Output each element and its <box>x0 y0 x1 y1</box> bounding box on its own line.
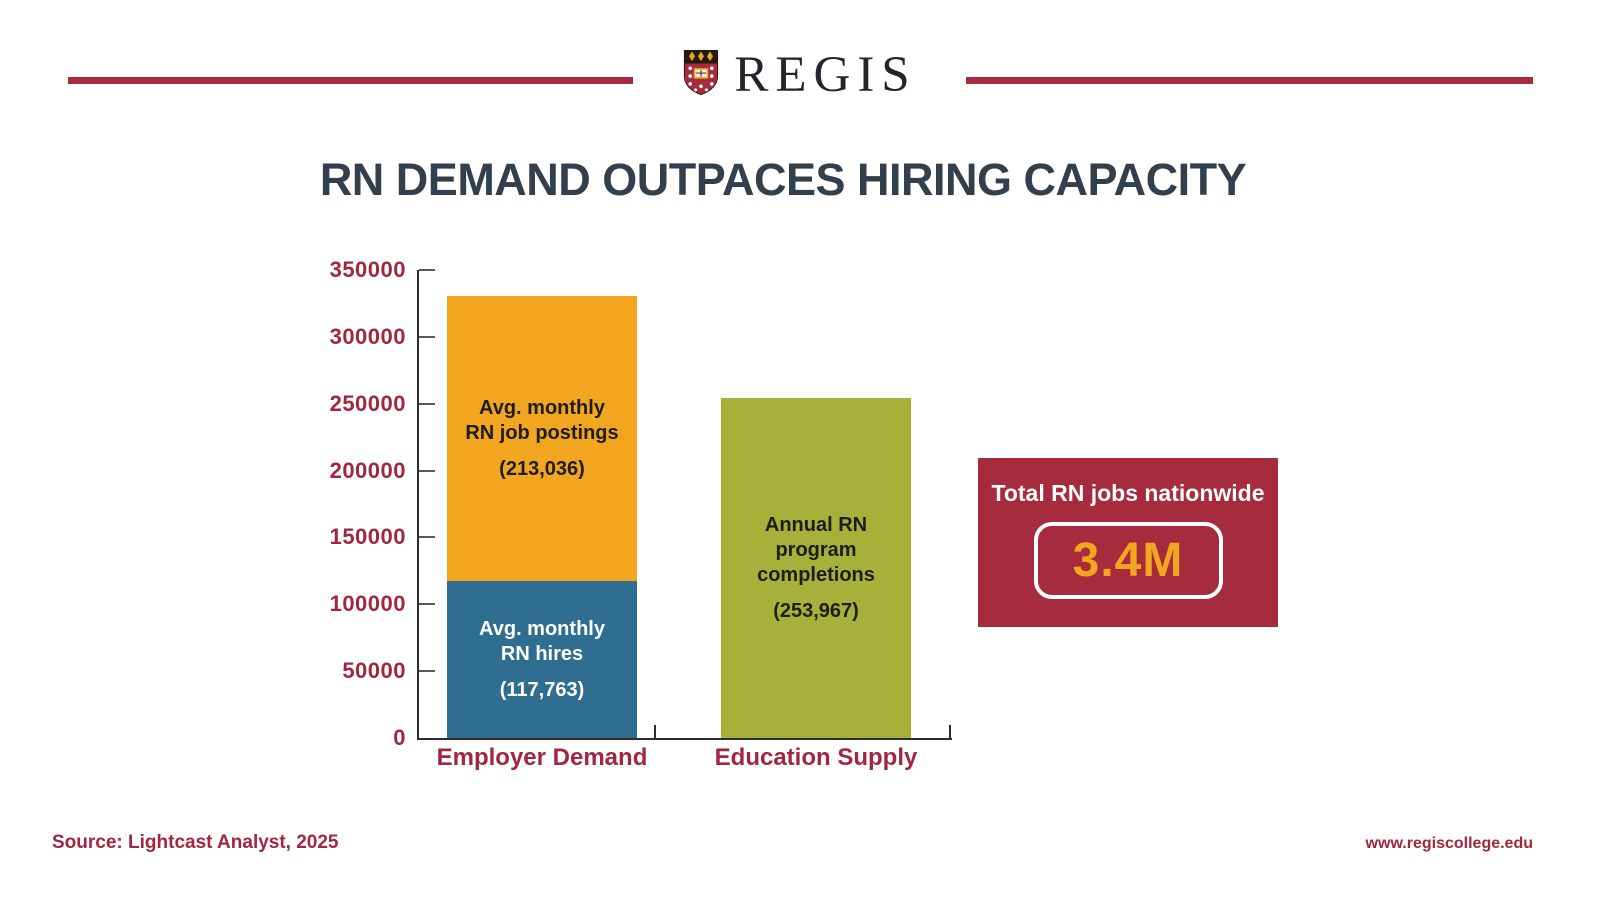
y-tick-label: 350000 <box>329 257 406 282</box>
bar-segment: Avg. monthly RN job postings (213,036) <box>447 295 637 581</box>
bar-segment-label: Annual RN <box>764 514 868 537</box>
y-tick-label: 150000 <box>329 524 406 550</box>
website-url: www.regiscollege.edu <box>1365 835 1533 852</box>
bar-segment-label-group: Annual RN program completions (253,967) <box>721 513 911 623</box>
y-tick-label: 250000 <box>329 390 406 416</box>
header-rule-right <box>966 77 1533 84</box>
x-tick-mark <box>949 725 951 738</box>
source-attribution: Source: Lightcast Analyst, 2025 <box>52 832 339 853</box>
y-tick-label: 50000 <box>342 658 406 684</box>
bar-segment: Avg. monthly RN hires (117,763) <box>447 580 637 738</box>
bar-segment-label: Avg. monthly <box>479 617 605 640</box>
regis-crest-icon <box>683 49 719 101</box>
callout-value-pill: 3.4M <box>1033 522 1223 599</box>
header-rule-left <box>68 77 633 84</box>
page-title: RN DEMAND OUTPACES HIRING CAPACITY <box>319 154 1247 205</box>
callout-value: 3.4M <box>1072 534 1184 587</box>
y-axis-line <box>417 270 419 740</box>
bar-category-label: Employer Demand <box>436 744 648 771</box>
bar-segment-label: program completions <box>757 539 875 587</box>
bar-segment-value: (213,036) <box>499 457 585 480</box>
bar-segment-value: (117,763) <box>499 678 585 701</box>
x-axis-line <box>417 738 952 740</box>
y-tick-mark <box>419 670 435 673</box>
y-tick-mark <box>419 335 435 338</box>
y-tick-label: 300000 <box>329 323 406 349</box>
bar-segment-label: RN hires <box>500 642 584 665</box>
bar-segment-label-group: Avg. monthly RN hires (117,763) <box>479 617 605 702</box>
y-tick-mark <box>419 469 435 472</box>
callout-box: Total RN jobs nationwide 3.4M <box>978 458 1278 627</box>
y-tick-label: 200000 <box>329 457 406 483</box>
brand-logo: REGIS <box>0 40 1600 110</box>
bar-segment-label: RN job postings <box>465 421 619 444</box>
y-tick-mark <box>419 269 435 271</box>
y-tick-mark <box>419 536 435 539</box>
bar-category-label: Education Supply <box>714 744 918 771</box>
y-tick-label: 0 <box>393 725 406 750</box>
bar-segment-label-group: Avg. monthly RN job postings (213,036) <box>465 396 618 481</box>
x-tick-mark <box>654 725 656 738</box>
callout-heading: Total RN jobs nationwide <box>991 480 1265 506</box>
brand-wordmark: REGIS <box>734 46 917 103</box>
bar-segment: Annual RN program completions (253,967) <box>721 398 911 738</box>
y-tick-label: 100000 <box>329 591 406 617</box>
y-tick-mark <box>419 603 435 606</box>
bar-segment-label: Avg. monthly <box>479 396 605 419</box>
bar-segment-value: (253,967) <box>773 600 859 623</box>
y-tick-mark <box>419 402 435 405</box>
